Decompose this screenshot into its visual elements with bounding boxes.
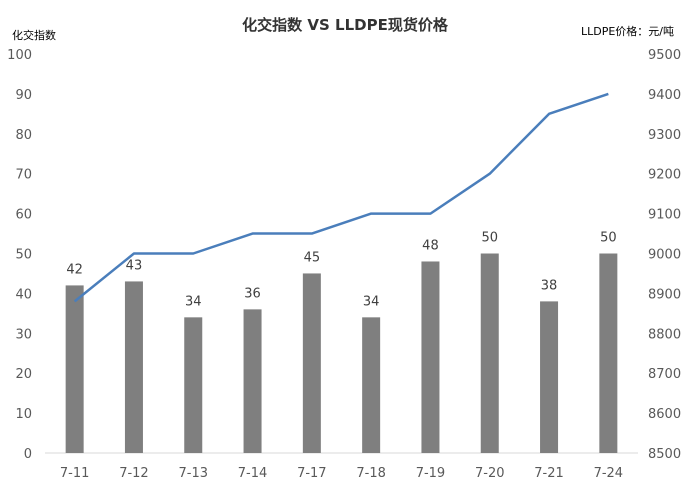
chart-title: 化交指数 VS LLDPE现货价格: [242, 16, 448, 34]
right-axis-ticks: 8500 8600 8700 8800 8900 9000 9100 9200 9300 9400…: [648, 48, 681, 462]
left-axis-label: 化交指数: [12, 29, 56, 42]
left-tick-label: 70: [15, 168, 32, 183]
right-axis-label: LLDPE价格：元/吨: [580, 25, 674, 38]
left-tick-label: 100: [7, 48, 32, 63]
price-line: [73, 92, 609, 303]
bar-data-label: 50: [481, 231, 498, 246]
x-tick-label: 7-19: [416, 466, 446, 481]
x-tick-label: 7-13: [178, 466, 208, 481]
right-tick-label: 9400: [648, 88, 681, 103]
bar-data-label: 38: [541, 278, 558, 293]
right-tick-label: 9200: [648, 168, 681, 183]
x-tick-label: 7-11: [60, 466, 90, 481]
bar: [362, 317, 381, 453]
bar-series: [65, 253, 618, 453]
bar-data-label: 42: [66, 262, 83, 277]
x-tick-label: 7-24: [594, 466, 624, 481]
x-tick-label: 7-17: [297, 466, 327, 481]
x-tick-label: 7-12: [119, 466, 149, 481]
bar: [243, 309, 262, 453]
bar: [302, 273, 321, 453]
right-tick-label: 9000: [648, 248, 681, 263]
bar-data-label: 34: [185, 294, 202, 309]
x-tick-label: 7-14: [238, 466, 268, 481]
x-tick-label: 7-21: [534, 466, 564, 481]
right-tick-label: 9500: [648, 48, 681, 63]
right-tick-label: 8900: [648, 287, 681, 302]
left-tick-label: 50: [15, 248, 32, 263]
bar: [124, 281, 143, 453]
bar: [540, 301, 559, 453]
right-tick-label: 8800: [648, 327, 681, 342]
right-tick-label: 8500: [648, 447, 681, 462]
x-axis-ticks: 7-11 7-12 7-13 7-14 7-17 7-18 7-19 7-20 7-21 7-24: [60, 466, 623, 481]
x-tick-label: 7-20: [475, 466, 505, 481]
left-tick-label: 20: [15, 367, 32, 382]
bar-data-label: 43: [126, 258, 143, 273]
line-series: [73, 92, 609, 303]
bar-data-labels: 42 43 34 36 45 34 48 50 38 50: [66, 231, 616, 310]
bar: [480, 253, 499, 453]
right-tick-label: 9100: [648, 208, 681, 223]
left-tick-label: 90: [15, 88, 32, 103]
bar: [65, 285, 84, 453]
left-tick-label: 40: [15, 287, 32, 302]
right-tick-label: 8700: [648, 367, 681, 382]
right-tick-label: 8600: [648, 407, 681, 422]
bar-data-label: 36: [244, 286, 261, 301]
left-tick-label: 80: [15, 128, 32, 143]
bar: [184, 317, 203, 453]
left-tick-label: 0: [24, 447, 32, 462]
bar-data-label: 50: [600, 231, 617, 246]
bar-data-label: 48: [422, 238, 439, 253]
bar-data-label: 45: [304, 250, 321, 265]
bar: [599, 253, 618, 453]
right-tick-label: 9300: [648, 128, 681, 143]
left-tick-label: 60: [15, 208, 32, 223]
left-tick-label: 30: [15, 327, 32, 342]
x-tick-label: 7-18: [356, 466, 386, 481]
left-tick-label: 10: [15, 407, 32, 422]
left-axis-ticks: 0 10 20 30 40 50 60 70 80 90 100: [7, 48, 32, 462]
bar: [421, 261, 440, 453]
bar-data-label: 34: [363, 294, 380, 309]
